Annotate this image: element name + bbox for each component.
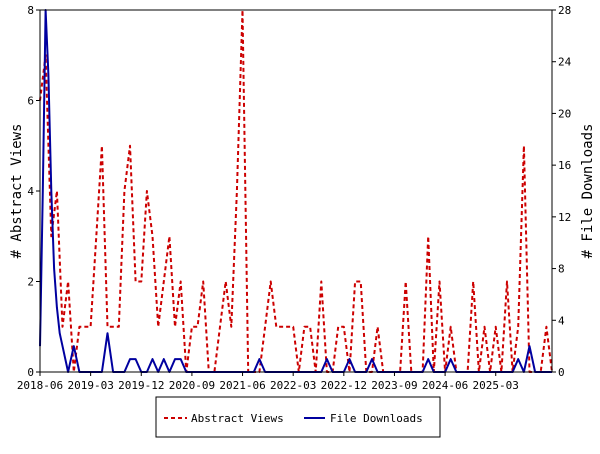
x-tick-label: 2022-03 (270, 379, 316, 392)
x-axis-ticks: 2018-06 2019-03 2019-12 2020-09 2021-06 2022-… (17, 372, 519, 392)
legend-box (155, 396, 441, 438)
left-tick-label: 2 (27, 276, 34, 289)
right-axis-ticks: 0 4 8 12 16 20 24 28 (552, 4, 572, 379)
x-tick-label: 2022-12 (321, 379, 367, 392)
left-tick-label: 0 (27, 366, 34, 379)
legend-label-file-downloads: File Downloads (330, 412, 423, 425)
legend-label-abstract-views: Abstract Views (191, 412, 284, 425)
right-tick-label: 4 (558, 314, 565, 327)
x-tick-label: 2021-06 (219, 379, 265, 392)
legend: Abstract Views File Downloads (155, 396, 441, 438)
right-tick-label: 16 (558, 159, 571, 172)
right-tick-label: 20 (558, 107, 571, 120)
right-tick-label: 28 (558, 4, 571, 17)
left-axis-title: # Abstract Views (9, 124, 25, 259)
x-tick-label: 2025-03 (473, 379, 519, 392)
series-line-abstract-views (39, 9, 553, 373)
x-tick-label: 2019-03 (67, 379, 113, 392)
plot-frame (39, 9, 553, 373)
right-tick-label: 0 (558, 366, 565, 379)
series-line-file-downloads (39, 9, 552, 373)
left-axis-ticks: 0 2 4 6 8 (27, 4, 40, 379)
x-tick-label: 2023-09 (371, 379, 417, 392)
x-tick-label: 2020-09 (169, 379, 215, 392)
left-tick-label: 8 (27, 4, 34, 17)
left-tick-label: 6 (27, 95, 34, 108)
right-axis-title: # File Downloads (580, 124, 596, 259)
right-tick-label: 24 (558, 56, 572, 69)
plot-content (39, 9, 553, 373)
right-tick-label: 8 (558, 263, 565, 276)
x-tick-label: 2024-06 (422, 379, 468, 392)
left-tick-label: 4 (27, 185, 34, 198)
x-tick-label: 2018-06 (17, 379, 63, 392)
right-tick-label: 12 (558, 211, 571, 224)
x-tick-label: 2019-12 (118, 379, 164, 392)
